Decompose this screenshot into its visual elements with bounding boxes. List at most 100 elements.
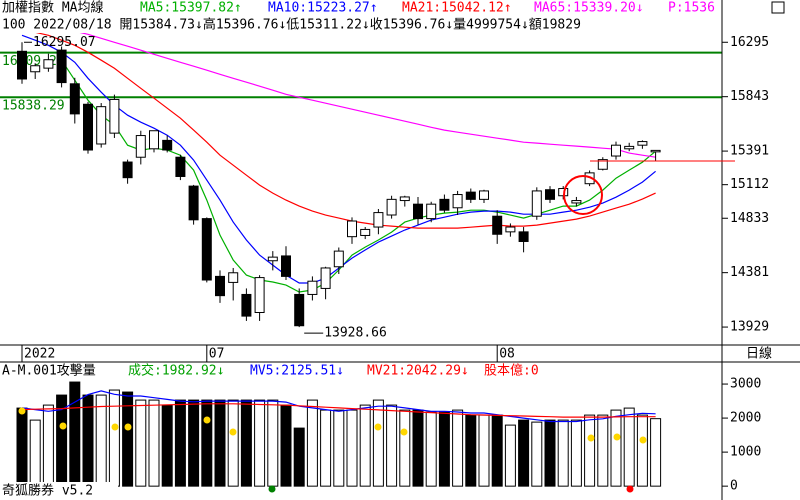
candle-body [56, 49, 67, 84]
high-label: 16295.07 [33, 35, 96, 50]
period-label: 日線 [746, 346, 772, 362]
volume-bar [267, 399, 279, 487]
ma-line [21, 390, 656, 423]
low-label: 13928.66 [324, 326, 387, 341]
candle-body [83, 103, 93, 151]
candle-body [228, 272, 239, 283]
volume-bar [82, 394, 94, 487]
candle-body [69, 83, 80, 115]
volume-bar [16, 407, 28, 487]
y-tick-label: 1000 [730, 445, 761, 460]
signal-dot [374, 423, 382, 431]
footer: 奇狐勝券 v5.2 [2, 483, 93, 499]
volume-bar [42, 404, 54, 487]
pane-title: A-M.001攻擊量 [2, 363, 96, 379]
volume-bar [399, 409, 411, 487]
candle-body [373, 212, 384, 228]
candle-body [650, 149, 661, 153]
volume-bar [214, 399, 226, 487]
candle-body [188, 185, 199, 221]
x-tick-label: 08 [499, 347, 515, 362]
y-tick-label: 16295 [730, 35, 769, 50]
signal-dot [59, 422, 67, 430]
y-tick-label: 15843 [730, 89, 769, 104]
volume-bar [544, 419, 556, 487]
volume-bar [478, 414, 490, 487]
extra-label: P:1536 [668, 1, 715, 16]
volume-bar [597, 414, 609, 487]
volume-bar [161, 404, 173, 487]
legend-entry: MA10:15223.27↑ [268, 1, 378, 16]
candle-body [109, 98, 120, 134]
y-tick-label: 15391 [730, 144, 769, 159]
candle-body [43, 59, 54, 69]
signal-dot [626, 485, 634, 493]
candle-body [399, 196, 410, 202]
candle-body [333, 250, 344, 268]
y-tick-label: 2000 [730, 411, 761, 426]
candle-body [149, 130, 159, 150]
signal-dot [639, 436, 647, 444]
y-tick-label: 14381 [730, 265, 769, 280]
volume-bar [650, 418, 662, 487]
volume-bar [425, 411, 437, 487]
candle-body [597, 159, 608, 170]
ma-line [21, 403, 656, 418]
chart-title: 加權指數 MA均線 [2, 0, 103, 16]
volume-bar [135, 399, 147, 487]
candle-body [518, 231, 529, 242]
candle-body [413, 203, 423, 220]
legend-entry: MV21:2042.29↓ [367, 364, 469, 379]
y-tick-label: 14833 [730, 211, 769, 226]
candle-body [294, 293, 305, 327]
highlight-circle [563, 175, 603, 215]
footer-bg [0, 482, 118, 500]
candle-body [624, 145, 635, 150]
signal-dots [18, 407, 647, 493]
volume-bar [254, 399, 266, 487]
candle-body [307, 280, 318, 295]
volume-bar [359, 404, 371, 487]
signal-dot [203, 416, 211, 424]
volume-bar [491, 414, 503, 487]
volume-bar [438, 411, 450, 487]
candle-body [531, 190, 542, 217]
volume-bar [122, 391, 134, 487]
extra-label: 股本億:0 [484, 363, 539, 379]
y-tick-label: 3000 [730, 377, 761, 392]
y-tick-label: 0 [730, 479, 738, 494]
candle-body [505, 226, 516, 233]
candle-body [571, 200, 582, 204]
candle-body [241, 293, 252, 317]
candle-body [637, 141, 648, 146]
candle-body [201, 218, 212, 281]
volume-bar [29, 419, 41, 487]
candle-body [17, 50, 27, 80]
volume-bar [531, 421, 543, 487]
y-tick-label: 15112 [730, 177, 769, 192]
volume-bar [346, 409, 358, 487]
level-label: 15838.29 [2, 99, 65, 114]
volume-bar [280, 404, 292, 487]
candle-body [135, 135, 146, 158]
volume-bar [623, 407, 635, 487]
volume-bar [188, 399, 200, 487]
volume-bar [320, 409, 332, 487]
volume-bar [174, 399, 186, 487]
legend-entry: MV5:2125.51↓ [250, 364, 344, 379]
candle-body [347, 220, 357, 238]
candle-body [267, 256, 278, 262]
window-button[interactable] [771, 1, 785, 14]
ma-line [21, 29, 656, 229]
candle-body [122, 161, 133, 179]
legend-entry: MA21:15042.12↑ [402, 1, 512, 16]
signal-dot [124, 423, 132, 431]
y-tick-label: 13929 [730, 320, 769, 335]
volume-bar [108, 389, 120, 487]
candle-body [254, 277, 265, 313]
candle-body [281, 255, 291, 277]
signal-dot [613, 433, 621, 441]
legend-entry: MA5:15397.82↑ [140, 1, 242, 16]
